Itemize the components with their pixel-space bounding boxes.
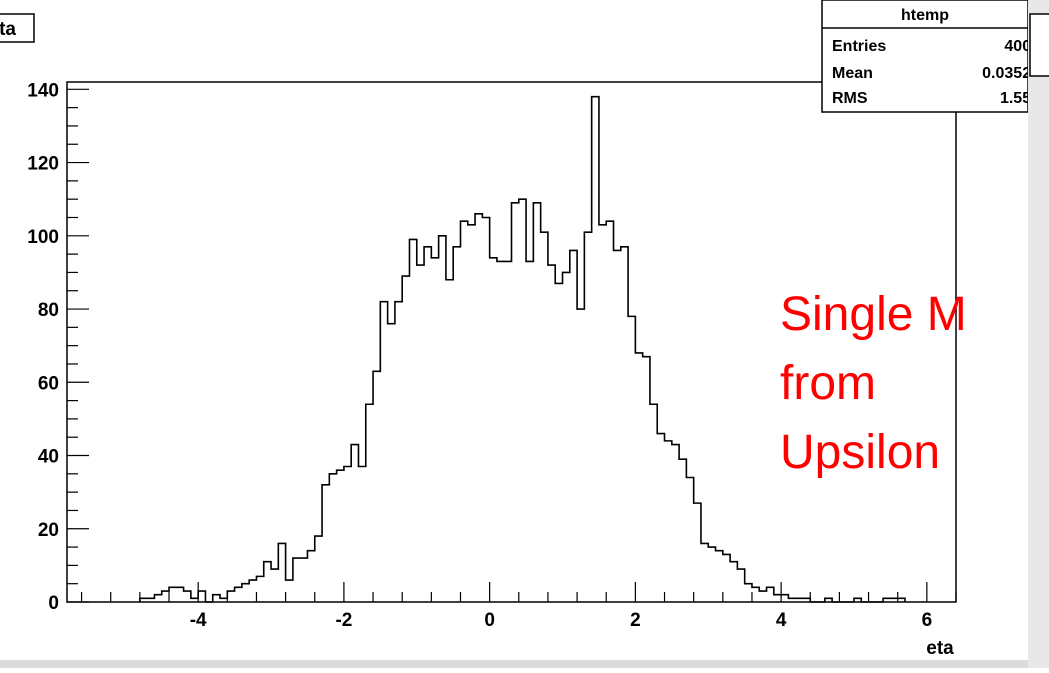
histogram-outline (139, 95, 906, 603)
x-tick-label: 6 (922, 610, 933, 631)
overlay-line-3: Upsilon (780, 426, 940, 479)
y-axis: 0 20 40 60 80 100 120 140 (27, 80, 89, 614)
x-tick-label: 0 (484, 610, 495, 631)
title-box: eta (0, 13, 35, 43)
y-tick-label: 100 (27, 227, 59, 248)
y-tick-label: 60 (38, 373, 59, 394)
y-tick-label: 20 (38, 520, 59, 541)
y-tick-label: 40 (38, 447, 59, 468)
y-tick-label: 120 (27, 154, 59, 175)
bottom-border-strip (0, 660, 1028, 668)
y-tick-label: 140 (27, 80, 59, 101)
overlay-line-2: from (780, 357, 876, 410)
stats-box: htemp Entries 4000 Mean 0.03523 RMS 1.55… (821, 0, 1040, 113)
overlay-annotation: Single M from Upsilon (780, 288, 967, 479)
x-axis: -4 -2 0 2 4 6 (80, 582, 957, 631)
title-text: eta (0, 19, 16, 40)
overlay-line-1: Single M (780, 288, 967, 341)
stats-label-entries: Entries (832, 38, 886, 55)
neighbor-box-fragment (1029, 13, 1049, 77)
stats-title: htemp (901, 7, 949, 24)
x-tick-label: -2 (335, 610, 352, 631)
stats-label-rms: RMS (832, 90, 868, 107)
stats-label-mean: Mean (832, 65, 873, 82)
overlay-clip-cover (1028, 280, 1049, 490)
plot-frame (66, 81, 957, 603)
x-tick-label: 2 (630, 610, 641, 631)
x-tick-label: 4 (776, 610, 787, 631)
x-axis-title: eta (926, 638, 954, 659)
y-tick-label: 80 (38, 300, 59, 321)
stats-value-mean: 0.03523 (982, 65, 1040, 82)
x-tick-label: -4 (190, 610, 207, 631)
y-tick-label: 0 (48, 593, 59, 614)
